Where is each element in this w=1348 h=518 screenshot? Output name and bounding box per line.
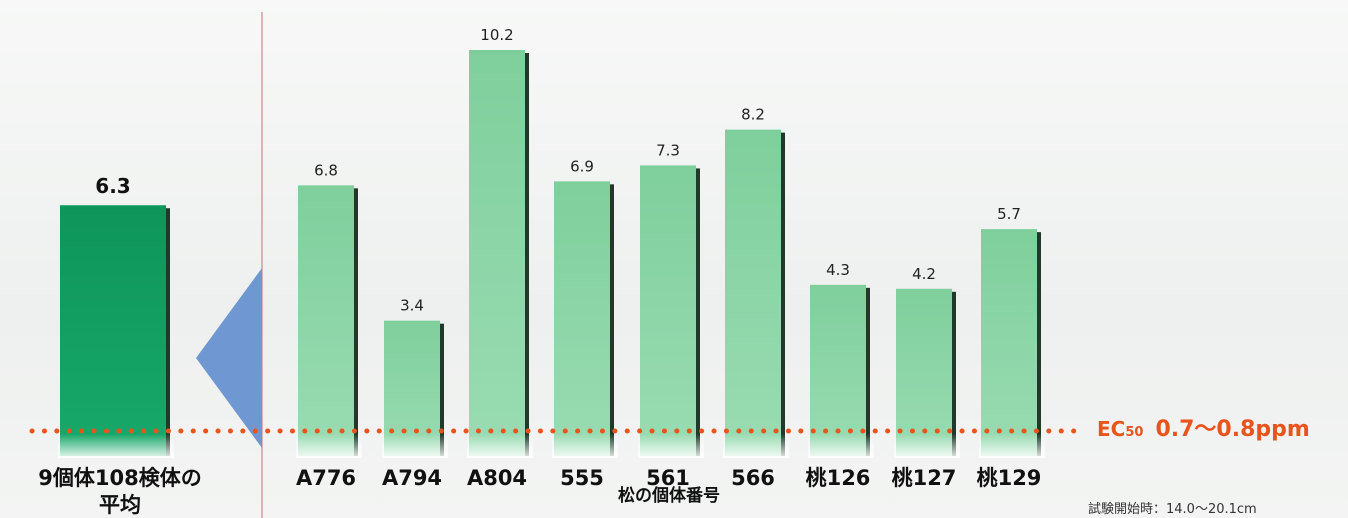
- average-label-line2: 平均: [99, 493, 141, 517]
- bar-value-label: 8.2: [741, 106, 765, 124]
- category-label: A776: [296, 466, 356, 490]
- bar-555: [554, 181, 610, 456]
- average-bar: [60, 205, 166, 456]
- bar-value-label: 6.9: [570, 157, 594, 175]
- category-labels: A776 A794 A804 555 561 566 桃126 桃127 桃129: [296, 466, 1041, 490]
- bar-value-label: 7.3: [656, 141, 680, 159]
- average-value-label: 6.3: [95, 174, 130, 198]
- bar-value-label: 6.8: [314, 161, 338, 179]
- bar-value-label: 10.2: [480, 26, 513, 44]
- bar-value-label: 4.2: [912, 265, 936, 283]
- average-bar-fade: [58, 434, 174, 458]
- category-label: 桃127: [892, 466, 957, 490]
- bar-value-label: 5.7: [997, 205, 1021, 223]
- bar-桃126: [810, 284, 866, 456]
- x-axis-label: 松の個体番号: [618, 485, 720, 506]
- ec50-reference-label: EC50 0.7〜0.8ppm: [1097, 417, 1310, 442]
- category-label: 桃126: [806, 466, 871, 490]
- bar-fade: [723, 434, 789, 458]
- bar-A794: [384, 320, 440, 456]
- bar-桃129: [981, 229, 1037, 456]
- category-label: 555: [560, 466, 604, 490]
- bar-fade: [808, 434, 874, 458]
- category-label: 桃129: [977, 466, 1042, 490]
- bar-fade: [296, 434, 362, 458]
- ec50-label-main: EC: [1097, 417, 1125, 441]
- bar-桃127: [896, 288, 952, 456]
- bar-fade: [382, 434, 448, 458]
- footnote: 試験開始時：14.0〜20.1cm: [1088, 501, 1257, 517]
- ec50-label-range: 0.7〜0.8ppm: [1155, 417, 1309, 442]
- bar-561: [640, 165, 696, 456]
- bar-fade: [467, 434, 533, 458]
- bar-fade: [638, 434, 704, 458]
- bar-fade: [979, 434, 1045, 458]
- bar-value-label: 3.4: [400, 297, 424, 315]
- bar-fade: [552, 434, 618, 458]
- bar-value-label: 4.3: [826, 261, 850, 279]
- bar-566: [725, 129, 781, 456]
- bar-A804: [469, 50, 525, 456]
- average-arrow-triangle: [196, 268, 262, 448]
- category-label: A804: [467, 466, 527, 490]
- bar-fade: [894, 434, 960, 458]
- average-group: 6.3: [58, 174, 174, 458]
- average-label-line1: 9個体108検体の: [38, 466, 201, 490]
- bars-group: 6.8 3.4 10.2 6.9 7.3 8.2 4.3 4.2 5.7: [296, 26, 1045, 458]
- category-label: 566: [731, 466, 775, 490]
- ec50-label-sub: 50: [1125, 425, 1143, 440]
- category-label: A794: [382, 466, 442, 490]
- category-label: 561: [646, 466, 690, 490]
- bar-A776: [298, 185, 354, 457]
